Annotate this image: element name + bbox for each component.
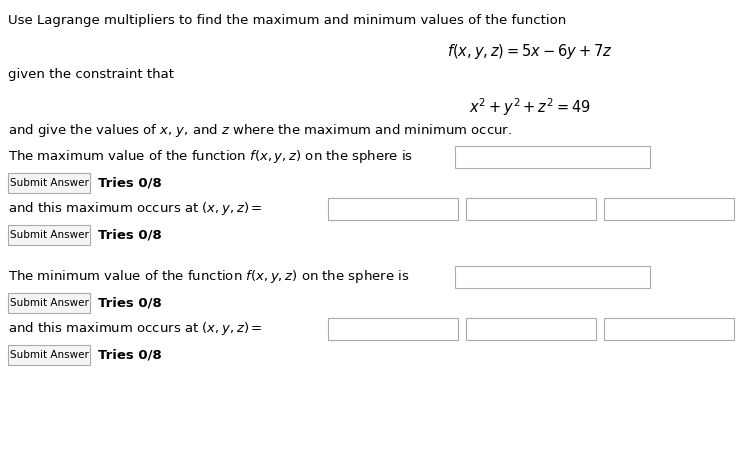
FancyBboxPatch shape — [455, 266, 650, 288]
Text: Tries 0/8: Tries 0/8 — [98, 297, 162, 309]
Text: Tries 0/8: Tries 0/8 — [98, 228, 162, 241]
Text: and this maximum occurs at $(x, y, z) =$: and this maximum occurs at $(x, y, z) =$ — [8, 320, 263, 337]
Text: Submit Answer: Submit Answer — [10, 298, 88, 308]
FancyBboxPatch shape — [328, 198, 458, 220]
FancyBboxPatch shape — [8, 225, 90, 245]
Text: The maximum value of the function $f(x, y, z)$ on the sphere is: The maximum value of the function $f(x, … — [8, 148, 413, 165]
Text: and give the values of $x$, $y$, and $z$ where the maximum and minimum occur.: and give the values of $x$, $y$, and $z$… — [8, 122, 512, 139]
Text: Submit Answer: Submit Answer — [10, 178, 88, 188]
Text: Use Lagrange multipliers to find the maximum and minimum values of the function: Use Lagrange multipliers to find the max… — [8, 14, 566, 27]
FancyBboxPatch shape — [328, 318, 458, 340]
FancyBboxPatch shape — [8, 293, 90, 313]
FancyBboxPatch shape — [455, 146, 650, 168]
Text: Submit Answer: Submit Answer — [10, 350, 88, 360]
FancyBboxPatch shape — [466, 198, 596, 220]
Text: $f(x, y, z) = 5x - 6y + 7z$: $f(x, y, z) = 5x - 6y + 7z$ — [447, 42, 613, 61]
FancyBboxPatch shape — [604, 318, 734, 340]
FancyBboxPatch shape — [604, 198, 734, 220]
Text: Tries 0/8: Tries 0/8 — [98, 177, 162, 189]
Text: $x^2 + y^2 + z^2 = 49$: $x^2 + y^2 + z^2 = 49$ — [469, 96, 591, 118]
Text: and this maximum occurs at $(x, y, z) =$: and this maximum occurs at $(x, y, z) =$ — [8, 200, 263, 217]
Text: Tries 0/8: Tries 0/8 — [98, 348, 162, 361]
Text: Submit Answer: Submit Answer — [10, 230, 88, 240]
Text: given the constraint that: given the constraint that — [8, 68, 174, 81]
FancyBboxPatch shape — [466, 318, 596, 340]
FancyBboxPatch shape — [8, 345, 90, 365]
Text: The minimum value of the function $f(x, y, z)$ on the sphere is: The minimum value of the function $f(x, … — [8, 268, 409, 285]
FancyBboxPatch shape — [8, 173, 90, 193]
